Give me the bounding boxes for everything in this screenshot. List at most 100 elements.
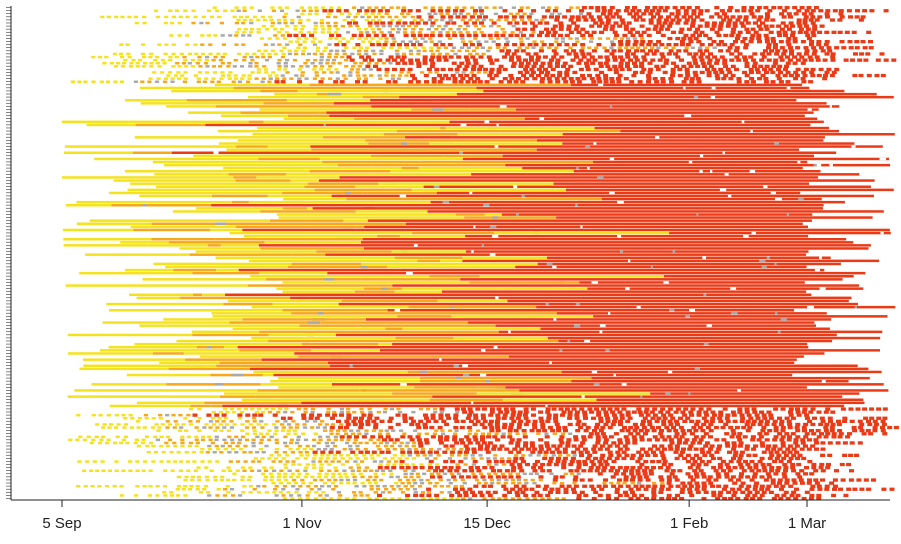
bar-dot bbox=[400, 12, 405, 16]
bar-dot bbox=[402, 31, 408, 34]
bar-dot bbox=[796, 18, 802, 22]
bar-dot bbox=[549, 487, 555, 491]
bar-segment-red bbox=[558, 339, 833, 343]
bar-segment-orange bbox=[290, 179, 319, 182]
bar-gap bbox=[621, 383, 627, 386]
bar-dot bbox=[575, 6, 580, 9]
bar-dot bbox=[204, 71, 209, 74]
bar-dot bbox=[683, 49, 689, 53]
bar-dot bbox=[396, 485, 401, 488]
bar-dot bbox=[812, 24, 818, 28]
bar-dot bbox=[194, 52, 199, 56]
bar-dot bbox=[227, 77, 232, 80]
bar-dot bbox=[423, 416, 429, 420]
bar-dot bbox=[346, 481, 351, 485]
bar-dot bbox=[473, 432, 478, 435]
bar-dot bbox=[312, 77, 317, 80]
bar-dot bbox=[508, 58, 514, 62]
bar-dot bbox=[459, 9, 465, 13]
bar-dot bbox=[387, 15, 392, 19]
bar-dot bbox=[325, 62, 330, 65]
bar-dot bbox=[523, 444, 529, 448]
bar-dot bbox=[531, 64, 537, 68]
bar-dot bbox=[688, 444, 694, 448]
bar-dot bbox=[675, 12, 681, 16]
bar-dot bbox=[280, 28, 285, 31]
bar-segment-orange bbox=[192, 367, 250, 371]
bar-dot bbox=[517, 422, 523, 427]
bar-dot bbox=[795, 410, 801, 414]
bar-dot bbox=[141, 43, 146, 46]
bar-dot bbox=[795, 58, 801, 62]
bar-gap bbox=[462, 373, 470, 377]
bar-dot bbox=[280, 34, 285, 37]
bar-dot bbox=[674, 456, 680, 461]
bar-segment-orange bbox=[260, 210, 356, 213]
bar-dot bbox=[541, 6, 546, 9]
bar-dot bbox=[195, 488, 200, 491]
bar-dot bbox=[337, 425, 343, 430]
bar-dot bbox=[601, 6, 607, 10]
bar-dot bbox=[648, 18, 654, 22]
bar-dot bbox=[729, 43, 735, 47]
bar-segment-orange bbox=[211, 194, 268, 198]
bar-dot bbox=[662, 459, 668, 464]
bar-dot bbox=[552, 24, 558, 28]
bar-dot bbox=[693, 61, 699, 65]
bar-dot bbox=[751, 407, 757, 411]
bar-dot bbox=[295, 447, 301, 451]
bar-dot bbox=[605, 21, 611, 25]
bar-dot bbox=[652, 444, 658, 448]
bar-dot bbox=[211, 58, 216, 62]
bar-dot bbox=[76, 413, 81, 417]
bar-dot bbox=[430, 55, 436, 59]
bar-dot bbox=[703, 462, 709, 467]
bar-segment-orange bbox=[262, 373, 274, 377]
bar-dot bbox=[677, 67, 683, 72]
bar-dot bbox=[518, 419, 524, 424]
bar-dot bbox=[358, 491, 363, 494]
bar-dot bbox=[797, 453, 803, 458]
bar-dot bbox=[763, 432, 769, 436]
bar-segment-gray bbox=[401, 142, 407, 145]
bar-dot bbox=[860, 15, 866, 19]
bar-segment-orange bbox=[354, 117, 393, 120]
bar-dot bbox=[602, 27, 608, 31]
bar-dot bbox=[390, 18, 395, 22]
bar-dot bbox=[257, 49, 262, 53]
bar-dot bbox=[183, 77, 188, 80]
bar-dot bbox=[823, 435, 829, 439]
bar-dot bbox=[416, 15, 422, 19]
bar-dot bbox=[463, 450, 469, 454]
bar-dot bbox=[91, 413, 96, 417]
bar-dot bbox=[424, 432, 429, 435]
bar-segment-orange bbox=[247, 284, 352, 287]
bar-dot bbox=[221, 420, 226, 423]
bar-dot bbox=[319, 478, 324, 482]
bar-dot bbox=[329, 6, 334, 9]
bar-dot bbox=[426, 407, 431, 411]
bar-dot bbox=[286, 491, 291, 494]
bar-dot bbox=[219, 429, 224, 432]
bar-gap bbox=[685, 315, 690, 318]
bar-dot bbox=[195, 441, 200, 445]
bar-dot bbox=[588, 6, 594, 10]
bar-dot bbox=[666, 52, 672, 56]
bar-dot bbox=[603, 73, 609, 78]
bar-dot bbox=[819, 416, 825, 420]
bar-gap bbox=[599, 330, 603, 334]
bar-dot bbox=[237, 441, 242, 445]
bar-dot bbox=[127, 55, 132, 59]
bar-dot bbox=[817, 15, 823, 19]
bar-dot bbox=[337, 497, 342, 500]
bar-segment-orange bbox=[378, 342, 393, 346]
bar-dot bbox=[650, 9, 656, 13]
bar-dot bbox=[310, 40, 315, 43]
bar-dot bbox=[743, 15, 749, 19]
bar-dot bbox=[553, 413, 559, 417]
bar-dot bbox=[282, 475, 287, 479]
bar-dot bbox=[327, 31, 332, 34]
bar-dot bbox=[711, 21, 717, 25]
bar-dot bbox=[656, 425, 662, 430]
bar-dot bbox=[594, 46, 599, 49]
